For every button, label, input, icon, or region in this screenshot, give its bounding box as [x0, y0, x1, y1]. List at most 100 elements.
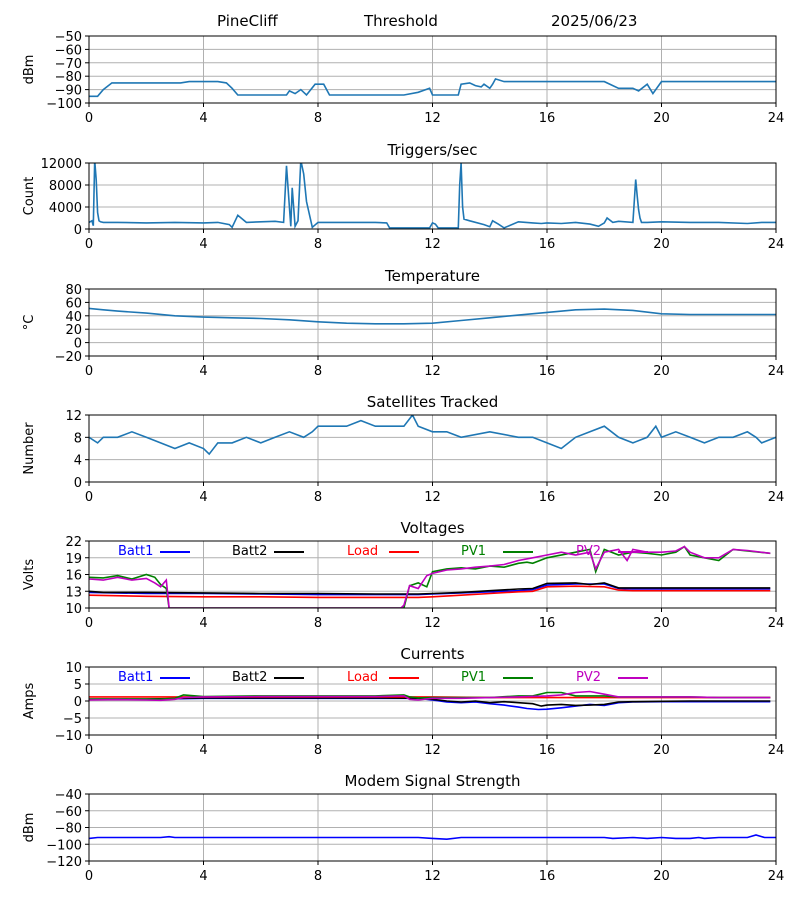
series-line-modem — [89, 834, 776, 841]
series-line-pv1 — [89, 545, 771, 608]
y-tick-label: 12000 — [41, 157, 82, 172]
x-tick-label: 4 — [199, 237, 207, 252]
y-tick-label: 22 — [65, 535, 82, 550]
series-line-triggers — [89, 163, 776, 229]
x-tick-label: 8 — [314, 490, 322, 505]
series-line-signal — [89, 77, 776, 98]
x-tick-label: 24 — [768, 111, 785, 126]
x-tick-label: 16 — [539, 111, 556, 126]
x-tick-label: 24 — [768, 490, 785, 505]
y-tick-label: 10 — [65, 602, 82, 617]
x-tick-label: 24 — [768, 237, 785, 252]
legend-label-batt1: Batt1 — [118, 544, 153, 559]
series-line-load — [89, 585, 771, 599]
y-tick-label: 0 — [74, 695, 82, 710]
x-tick-label: 24 — [768, 616, 785, 631]
x-tick-label: 16 — [539, 364, 556, 379]
x-tick-label: 16 — [539, 616, 556, 631]
y-tick-label: 40 — [65, 310, 82, 325]
y-tick-label: 8 — [74, 431, 82, 446]
chart-title: Satellites Tracked — [367, 393, 498, 411]
x-tick-label: 0 — [85, 111, 93, 126]
legend-label-load: Load — [347, 544, 378, 559]
series-line-satellites — [89, 415, 776, 456]
legend-label-batt2: Batt2 — [232, 544, 267, 559]
y-tick-label: 0 — [74, 223, 82, 238]
series-line-pv2 — [89, 545, 771, 608]
x-tick-label: 8 — [314, 111, 322, 126]
y-axis-label: Count — [22, 177, 37, 216]
legend-label-batt1: Batt1 — [118, 670, 153, 685]
y-axis-label: Amps — [22, 682, 37, 719]
x-tick-label: 12 — [424, 364, 441, 379]
y-tick-label: 0 — [74, 476, 82, 491]
x-tick-label: 0 — [85, 616, 93, 631]
y-tick-label: 80 — [65, 283, 82, 298]
series-line-batt1 — [89, 697, 771, 711]
y-tick-label: 4000 — [49, 201, 82, 216]
y-axis-label: Number — [22, 422, 37, 475]
y-axis-label: °C — [22, 315, 37, 331]
y-tick-label: 60 — [65, 296, 82, 311]
x-tick-label: 16 — [539, 743, 556, 758]
chart-modem: 0 4 8 12 16 20 24 −120 −100−80 −60 −40 Modem Signal… — [22, 772, 784, 884]
y-tick-label: 12 — [65, 409, 82, 424]
y-tick-label: 20 — [65, 323, 82, 338]
x-tick-label: 20 — [653, 111, 670, 126]
y-tick-label: 8000 — [49, 179, 82, 194]
chart-title: Triggers/sec — [387, 141, 478, 159]
chart-triggers: 0 4 8 12 16 20 24 0 4000 8000 12000 Triggers/sec Cou… — [22, 141, 784, 252]
y-tick-label: −100 — [46, 838, 82, 853]
legend-label-pv1: PV1 — [461, 670, 486, 685]
y-tick-label: −40 — [55, 788, 82, 803]
legend-label-pv2: PV2 — [576, 544, 601, 559]
x-tick-label: 0 — [85, 364, 93, 379]
x-tick-label: 12 — [424, 869, 441, 884]
x-tick-label: 0 — [85, 869, 93, 884]
x-tick-label: 16 — [539, 237, 556, 252]
chart-title: Temperature — [384, 267, 480, 285]
x-tick-label: 12 — [424, 743, 441, 758]
x-tick-label: 8 — [314, 237, 322, 252]
mode-label: Threshold — [364, 12, 438, 30]
y-tick-label: 13 — [65, 585, 82, 600]
legend-label-batt2: Batt2 — [232, 670, 267, 685]
legend-label-pv2: PV2 — [576, 670, 601, 685]
y-tick-label: 0 — [74, 337, 82, 352]
x-tick-label: 20 — [653, 869, 670, 884]
x-tick-label: 20 — [653, 616, 670, 631]
y-tick-label: 10 — [65, 661, 82, 676]
x-tick-label: 8 — [314, 743, 322, 758]
y-tick-label: −70 — [55, 57, 82, 72]
legend-label-pv1: PV1 — [461, 544, 486, 559]
y-axis-label: Volts — [22, 559, 37, 591]
x-tick-label: 24 — [768, 364, 785, 379]
x-tick-label: 0 — [85, 237, 93, 252]
y-tick-label: −10 — [55, 729, 82, 744]
x-tick-label: 16 — [539, 869, 556, 884]
y-tick-label: −100 — [46, 97, 82, 112]
x-tick-label: 16 — [539, 490, 556, 505]
chart-title: Currents — [400, 645, 464, 663]
series-line-batt2 — [89, 697, 771, 707]
x-tick-label: 4 — [199, 364, 207, 379]
chart-title: Modem Signal Strength — [345, 772, 521, 790]
x-tick-label: 20 — [653, 743, 670, 758]
station-name: PineCliff — [217, 12, 278, 30]
y-tick-label: −60 — [55, 805, 82, 820]
x-tick-label: 20 — [653, 237, 670, 252]
x-tick-label: 4 — [199, 869, 207, 884]
y-tick-label: 4 — [74, 454, 82, 469]
x-tick-label: 8 — [314, 616, 322, 631]
x-tick-label: 12 — [424, 111, 441, 126]
y-tick-label: 19 — [65, 552, 82, 567]
y-axis-label: dBm — [22, 813, 37, 843]
x-tick-label: 20 — [653, 490, 670, 505]
y-tick-label: −80 — [55, 70, 82, 85]
x-tick-label: 24 — [768, 869, 785, 884]
y-axis-label: dBm — [22, 55, 37, 85]
x-tick-label: 4 — [199, 490, 207, 505]
